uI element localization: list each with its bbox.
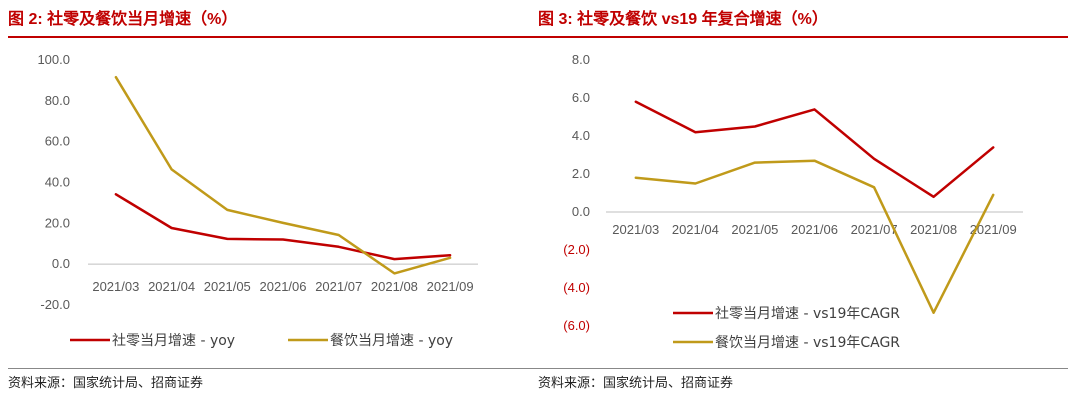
x-tick-label: 2021/09 [427,279,474,294]
x-tick-label: 2021/07 [315,279,362,294]
y-tick-label: (4.0) [563,280,590,295]
title-rule [538,36,1068,38]
y-tick-label: 20.0 [45,215,70,230]
y-tick-label: (6.0) [563,318,590,333]
x-tick-label: 2021/03 [612,222,659,237]
x-tick-label: 2021/04 [672,222,719,237]
y-tick-label: 60.0 [45,134,70,149]
legend-label: 餐饮当月增速 - vs19年CAGR [715,335,900,351]
x-tick-label: 2021/09 [970,222,1017,237]
y-tick-label: 100.0 [37,52,70,67]
y-tick-label: 80.0 [45,93,70,108]
x-tick-label: 2021/08 [371,279,418,294]
y-tick-label: 40.0 [45,175,70,190]
series-line-1 [634,100,995,199]
legend-label: 社零当月增速 - vs19年CAGR [715,306,900,322]
title-rule [8,36,538,38]
y-tick-label: 0.0 [52,256,70,271]
series-line-2 [114,75,452,275]
y-tick-label: (2.0) [563,242,590,257]
y-tick-label: 6.0 [572,90,590,105]
y-tick-label: -20.0 [40,297,70,312]
x-tick-label: 2021/05 [731,222,778,237]
chart-panel-left: 图 2: 社零及餐饮当月增速（%） 100.0 80.0 60.0 40.0 20.0 0… [8,0,538,400]
source-rule [8,368,538,369]
y-tick-label: 2.0 [572,166,590,181]
x-tick-label: 2021/06 [260,279,307,294]
chart-title: 图 3: 社零及餐饮 vs19 年复合增速（%） [538,11,828,28]
x-tick-label: 2021/03 [92,279,139,294]
source-note: 资料来源：国家统计局、招商证券 [538,376,734,391]
yoy-line-chart: 100.0 80.0 60.0 40.0 20.0 0.0 -20.0 2021/03 2021… [37,52,478,349]
chart-panel-right: 图 3: 社零及餐饮 vs19 年复合增速（%） 8.0 6.0 4.0 2.0 0.0… [538,0,1068,400]
x-tick-label: 2021/06 [791,222,838,237]
chart-title: 图 2: 社零及餐饮当月增速（%） [8,11,238,28]
x-tick-label: 2021/04 [148,279,195,294]
series-line-2 [634,159,995,314]
source-note: 资料来源：国家统计局、招商证券 [8,376,204,391]
y-tick-label: 4.0 [572,128,590,143]
y-tick-label: 0.0 [572,204,590,219]
cagr-line-chart: 8.0 6.0 4.0 2.0 0.0 (2.0) (4.0) (6.0) 2021/03 202… [563,52,1023,351]
x-tick-label: 2021/08 [910,222,957,237]
series-line-1 [114,193,452,261]
source-rule [538,368,1068,369]
legend-label: 社零当月增速 - yoy [112,333,235,349]
y-tick-label: 8.0 [572,52,590,67]
x-tick-label: 2021/07 [851,222,898,237]
legend-label: 餐饮当月增速 - yoy [330,333,453,349]
x-tick-label: 2021/05 [204,279,251,294]
